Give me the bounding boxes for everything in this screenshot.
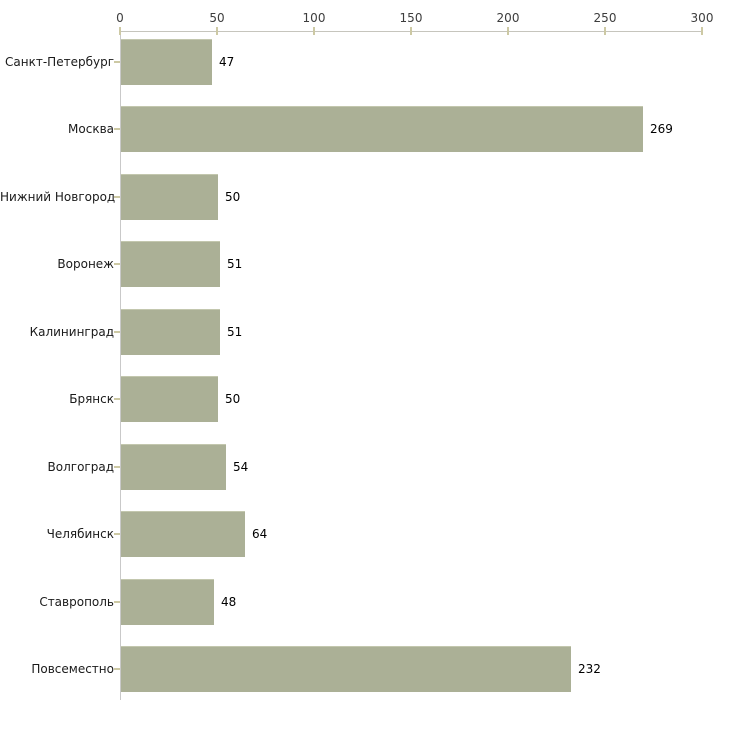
category-label: Ставрополь xyxy=(39,594,114,609)
value-label: 232 xyxy=(578,662,601,676)
y-axis-tick xyxy=(114,600,120,603)
value-label: 64 xyxy=(252,527,268,541)
y-axis-tick xyxy=(114,263,120,265)
bar xyxy=(121,308,220,355)
y-axis-tick xyxy=(114,330,120,333)
x-axis-tick-label: 250 xyxy=(593,11,617,25)
x-axis-tick-label: 100 xyxy=(302,11,326,25)
bar xyxy=(121,376,218,422)
x-axis-tick xyxy=(119,27,121,35)
x-axis-tick xyxy=(216,27,218,35)
bar xyxy=(121,511,245,557)
x-axis-tick-label: 50 xyxy=(209,11,225,25)
value-label: 54 xyxy=(233,459,249,474)
x-axis-tick xyxy=(604,27,606,35)
y-axis-line xyxy=(120,31,121,700)
x-axis-tick-label: 200 xyxy=(496,11,520,25)
x-axis-tick xyxy=(701,27,703,35)
category-label: Челябинск xyxy=(46,527,114,541)
y-axis-tick xyxy=(114,128,120,130)
bar xyxy=(121,578,214,625)
category-label: Брянск xyxy=(69,392,114,406)
category-label: Москва xyxy=(68,122,114,136)
value-label: 50 xyxy=(225,189,241,204)
value-label: 47 xyxy=(219,54,235,69)
category-label: Калининград xyxy=(29,324,114,339)
value-label: 269 xyxy=(650,122,673,136)
bar xyxy=(121,443,226,490)
bar xyxy=(121,646,571,692)
x-axis-tick-label: 150 xyxy=(399,11,423,25)
y-axis-tick xyxy=(114,398,120,400)
x-axis-tick-label: 0 xyxy=(116,11,124,25)
y-axis-tick xyxy=(114,668,120,670)
y-axis-tick xyxy=(114,60,120,63)
category-label: Санкт-Петербург xyxy=(5,54,114,69)
y-axis-tick xyxy=(114,533,120,535)
value-label: 51 xyxy=(227,257,243,271)
x-axis-tick xyxy=(410,27,412,35)
y-axis-tick xyxy=(114,465,120,468)
x-axis-tick-label: 300 xyxy=(690,11,714,25)
x-axis-tick xyxy=(313,27,315,35)
value-label: 51 xyxy=(227,324,243,339)
bar xyxy=(121,106,643,152)
x-axis-tick xyxy=(507,27,509,35)
value-label: 50 xyxy=(225,392,241,406)
category-label: Повсеместно xyxy=(31,662,114,676)
value-label: 48 xyxy=(221,594,237,609)
y-axis-tick xyxy=(114,195,120,198)
category-label: Воронеж xyxy=(57,257,114,271)
category-label: Волгоград xyxy=(47,459,114,474)
bar xyxy=(121,38,212,85)
bar xyxy=(121,173,218,220)
bar xyxy=(121,241,220,287)
category-label: Нижний Новгород xyxy=(0,189,116,204)
